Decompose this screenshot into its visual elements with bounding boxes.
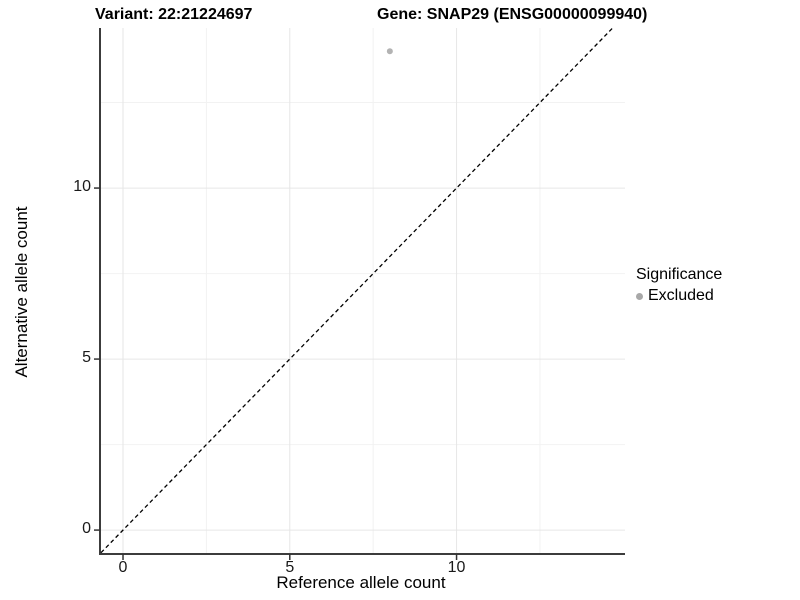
- y-tick-label: 10: [73, 178, 91, 196]
- scatter-plot-canvas: [94, 27, 625, 560]
- plot-title-variant: Variant: 22:21224697: [95, 6, 253, 23]
- legend-title: Significance: [636, 266, 723, 283]
- legend: Significance Excluded: [636, 266, 796, 305]
- y-axis-label: Alternative allele count: [12, 206, 31, 378]
- x-tick-label: 5: [285, 559, 295, 576]
- x-tick-label: 0: [118, 559, 128, 576]
- legend-point-icon: [636, 292, 643, 300]
- data-point: [386, 48, 393, 55]
- chart-panel: 0 5 10 0 5 10: [73, 27, 625, 576]
- x-tick-label: 10: [447, 559, 466, 576]
- plot-title-gene: Gene: SNAP29 (ENSG00000099940): [377, 6, 648, 23]
- legend-item: Excluded: [636, 287, 796, 305]
- y-tick-label: 0: [82, 520, 91, 538]
- legend-item-label: Excluded: [648, 287, 714, 304]
- y-tick-label: 5: [82, 349, 91, 367]
- x-axis-label: Reference allele count: [276, 573, 446, 592]
